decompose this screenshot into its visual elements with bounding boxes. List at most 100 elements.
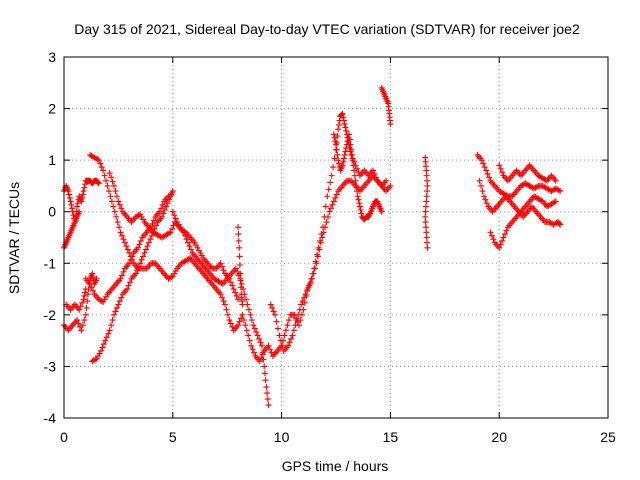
- data-point: [79, 322, 86, 329]
- data-point: [311, 265, 318, 272]
- data-point: [260, 356, 267, 363]
- data-point: [97, 160, 104, 167]
- data-point: [78, 327, 85, 334]
- data-point: [74, 203, 81, 210]
- data-point: [261, 370, 268, 377]
- data-point: [321, 213, 328, 220]
- data-point: [423, 234, 430, 241]
- data-point: [329, 201, 336, 208]
- data-point: [89, 270, 96, 277]
- y-axis-label: SDTVAR / TECUs: [6, 182, 22, 294]
- data-point: [335, 157, 342, 164]
- data-point: [276, 332, 283, 339]
- data-point: [281, 332, 288, 339]
- data-point: [124, 246, 131, 253]
- data-point: [335, 160, 342, 167]
- data-point: [557, 221, 564, 228]
- data-point: [248, 317, 255, 324]
- series-trace-4: [63, 286, 89, 313]
- data-point: [82, 181, 89, 188]
- data-point: [186, 243, 193, 250]
- data-point: [327, 205, 334, 212]
- data-point: [158, 213, 165, 220]
- data-point: [298, 301, 305, 308]
- data-point: [112, 308, 119, 315]
- data-point: [486, 174, 493, 181]
- data-point: [330, 131, 337, 138]
- series-trace-6: [89, 188, 176, 365]
- data-point: [333, 191, 340, 198]
- data-point: [160, 210, 167, 217]
- data-point: [251, 349, 258, 356]
- data-point: [116, 201, 123, 208]
- data-point: [83, 304, 90, 311]
- data-point: [488, 232, 495, 239]
- data-point: [126, 260, 133, 267]
- data-point: [479, 188, 486, 195]
- y-tick-label: 1: [48, 152, 56, 168]
- data-point: [277, 337, 284, 344]
- data-point: [358, 210, 365, 217]
- data-point: [161, 206, 168, 213]
- data-point: [183, 236, 190, 243]
- data-point: [87, 280, 94, 287]
- x-tick-label: 5: [169, 429, 177, 445]
- data-point: [223, 306, 230, 313]
- data-point: [108, 322, 115, 329]
- data-point: [236, 253, 243, 260]
- x-axis-label: GPS time / hours: [282, 458, 389, 474]
- data-point: [323, 219, 330, 226]
- data-point: [303, 287, 310, 294]
- data-point: [484, 170, 491, 177]
- data-point: [423, 229, 430, 236]
- data-point: [232, 289, 239, 296]
- data-point: [357, 206, 364, 213]
- data-point: [308, 275, 315, 282]
- data-point: [236, 244, 243, 251]
- data-point: [95, 180, 102, 187]
- data-point: [220, 298, 227, 305]
- data-point: [356, 203, 363, 210]
- data-point: [263, 384, 270, 391]
- data-point: [243, 296, 250, 303]
- data-point: [335, 126, 342, 133]
- data-point: [106, 170, 113, 177]
- data-point: [331, 134, 338, 141]
- data-point: [153, 222, 160, 229]
- data-point: [314, 251, 321, 258]
- data-point: [422, 213, 429, 220]
- data-point: [120, 268, 127, 275]
- data-point: [118, 205, 125, 212]
- series-trace-1: [61, 177, 102, 226]
- data-point: [499, 237, 506, 244]
- series-trace-8: [106, 170, 272, 409]
- data-point: [265, 402, 272, 409]
- data-point: [79, 194, 86, 201]
- data-point: [217, 291, 224, 298]
- data-points: [61, 84, 564, 409]
- data-point: [324, 193, 331, 200]
- data-point: [80, 296, 87, 303]
- data-point: [496, 244, 503, 251]
- data-point: [78, 198, 85, 205]
- data-point: [350, 162, 357, 169]
- data-point: [250, 322, 257, 329]
- data-point: [103, 334, 110, 341]
- data-point: [302, 291, 309, 298]
- data-point: [142, 246, 149, 253]
- data-point: [113, 304, 120, 311]
- data-point: [118, 294, 125, 301]
- data-point: [235, 231, 242, 238]
- data-point: [352, 177, 359, 184]
- data-point: [110, 203, 117, 210]
- data-point: [333, 141, 339, 148]
- data-point: [254, 332, 261, 339]
- data-point: [478, 157, 485, 164]
- data-point: [235, 224, 242, 231]
- data-point: [424, 177, 431, 184]
- y-tick-label: 3: [48, 49, 56, 65]
- data-point: [187, 246, 194, 253]
- data-point: [353, 182, 360, 189]
- data-point: [270, 308, 277, 315]
